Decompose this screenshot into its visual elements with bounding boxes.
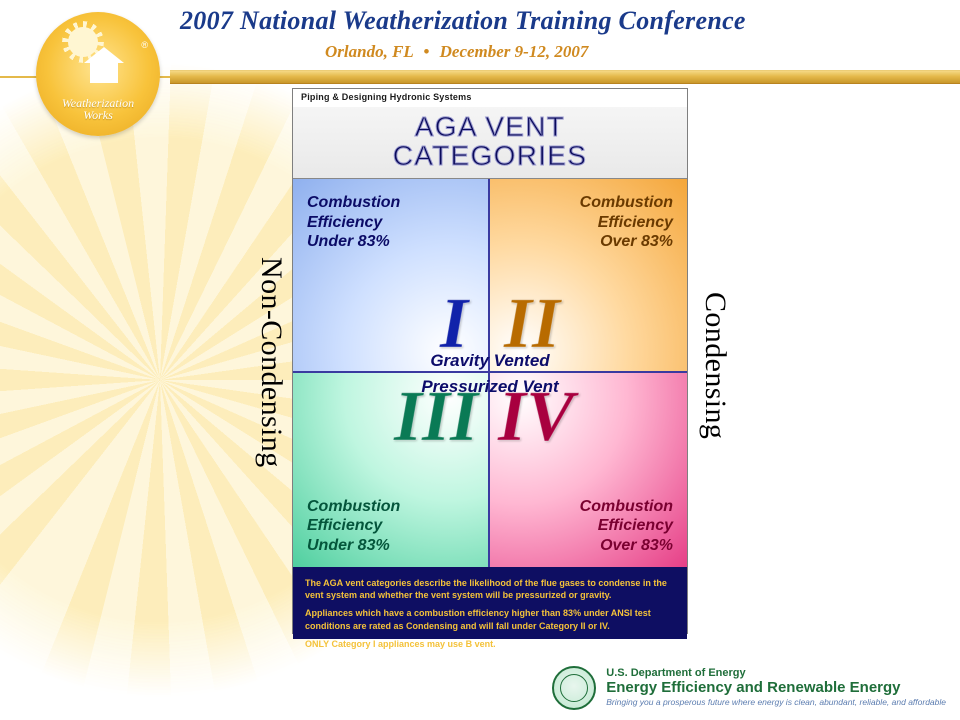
cell-i-l3: Under 83%: [307, 232, 400, 252]
cell-i-numeral: I: [440, 282, 468, 365]
registered-mark: ®: [141, 40, 148, 50]
cell-iii-l3: Under 83%: [307, 536, 400, 556]
chart-title-line1: AGA VENT: [299, 113, 681, 142]
condensing-label: Condensing: [698, 292, 732, 439]
cell-ii-text: Combustion Efficiency Over 83%: [580, 193, 673, 252]
cell-category-iv: IV Combustion Efficiency Over 83%: [490, 373, 687, 567]
header-title: 2007 National Weatherization Training Co…: [180, 6, 746, 36]
cell-ii-l3: Over 83%: [580, 232, 673, 252]
chart-title-line2: CATEGORIES: [299, 142, 681, 171]
doe-footer-logo: U.S. Department of Energy Energy Efficie…: [552, 666, 946, 710]
doe-line3: Bringing you a prosperous future where e…: [606, 698, 946, 707]
footer-p3: ONLY Category I appliances may use B ven…: [305, 638, 675, 650]
cell-i-l1: Combustion: [307, 193, 400, 213]
logo-text-line2: Works: [62, 109, 134, 122]
quadrant-grid: Combustion Efficiency Under 83% I Combus…: [293, 179, 687, 567]
non-condensing-label: Non-Condensing: [254, 257, 288, 468]
doe-seal-icon: [552, 666, 596, 710]
cell-iii-l2: Efficiency: [307, 516, 400, 536]
side-label-right: Condensing: [700, 216, 730, 516]
cell-iii-numeral: III: [394, 375, 478, 458]
cell-category-ii: Combustion Efficiency Over 83% II: [490, 179, 687, 373]
cell-iv-l3: Over 83%: [580, 536, 673, 556]
cell-ii-l1: Combustion: [580, 193, 673, 213]
cell-i-text: Combustion Efficiency Under 83%: [307, 193, 400, 252]
cell-iii-l1: Combustion: [307, 497, 400, 517]
chart-small-header: Piping & Designing Hydronic Systems: [293, 89, 687, 107]
cell-i-l2: Efficiency: [307, 213, 400, 233]
cell-category-i: Combustion Efficiency Under 83% I: [293, 179, 490, 373]
quadrant-area: Combustion Efficiency Under 83% I Combus…: [293, 179, 687, 567]
cell-ii-numeral: II: [504, 282, 560, 365]
cell-iv-l2: Efficiency: [580, 516, 673, 536]
footer-p1: The AGA vent categories describe the lik…: [305, 577, 675, 601]
doe-line2: Energy Efficiency and Renewable Energy: [606, 680, 946, 696]
cell-iv-text: Combustion Efficiency Over 83%: [580, 497, 673, 556]
logo-graphic: [66, 33, 130, 89]
cell-iv-numeral: IV: [498, 375, 574, 458]
doe-text: U.S. Department of Energy Energy Efficie…: [606, 668, 946, 707]
cell-ii-l2: Efficiency: [580, 213, 673, 233]
footer-p2: Appliances which have a combustion effic…: [305, 607, 675, 631]
house-icon: [84, 47, 124, 87]
aga-vent-chart: Piping & Designing Hydronic Systems AGA …: [292, 88, 688, 634]
side-label-left: Non-Condensing: [256, 182, 286, 542]
header-subtitle: Orlando, FL • December 9-12, 2007: [325, 42, 588, 62]
cell-iv-l1: Combustion: [580, 497, 673, 517]
bullet-separator: •: [423, 42, 429, 61]
cell-iii-text: Combustion Efficiency Under 83%: [307, 497, 400, 556]
chart-title-bar: AGA VENT CATEGORIES: [293, 107, 687, 179]
header-dates: December 9-12, 2007: [440, 42, 589, 61]
chart-footer: The AGA vent categories describe the lik…: [293, 567, 687, 639]
weatherization-logo-badge: ® Weatherization Works: [36, 12, 160, 136]
cell-category-iii: III Combustion Efficiency Under 83%: [293, 373, 490, 567]
logo-text: Weatherization Works: [62, 97, 134, 122]
header-location: Orlando, FL: [325, 42, 413, 61]
